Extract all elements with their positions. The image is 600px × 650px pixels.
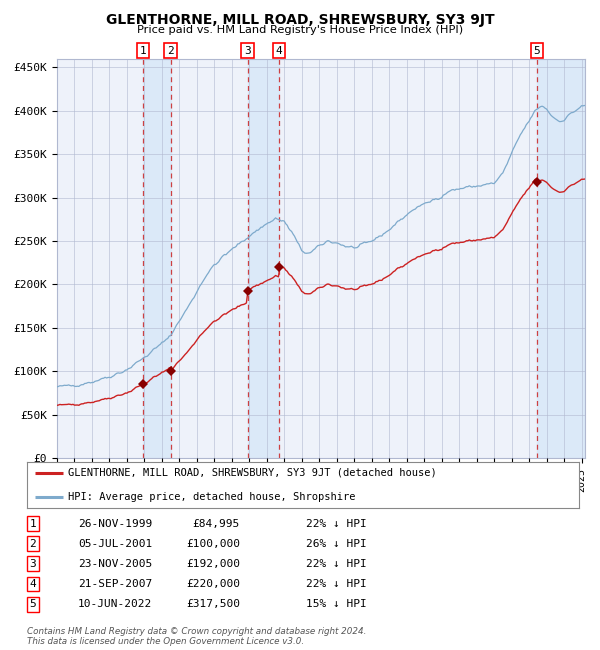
- Text: This data is licensed under the Open Government Licence v3.0.: This data is licensed under the Open Gov…: [27, 637, 304, 646]
- Text: HPI: Average price, detached house, Shropshire: HPI: Average price, detached house, Shro…: [68, 492, 356, 502]
- Text: 1: 1: [139, 46, 146, 56]
- Text: 10-JUN-2022: 10-JUN-2022: [78, 599, 152, 609]
- Bar: [248, 58, 279, 458]
- Text: Contains HM Land Registry data © Crown copyright and database right 2024.: Contains HM Land Registry data © Crown c…: [27, 627, 367, 636]
- Text: 3: 3: [29, 559, 37, 569]
- Text: 22% ↓ HPI: 22% ↓ HPI: [306, 559, 367, 569]
- Text: GLENTHORNE, MILL ROAD, SHREWSBURY, SY3 9JT: GLENTHORNE, MILL ROAD, SHREWSBURY, SY3 9…: [106, 13, 494, 27]
- Text: GLENTHORNE, MILL ROAD, SHREWSBURY, SY3 9JT (detached house): GLENTHORNE, MILL ROAD, SHREWSBURY, SY3 9…: [68, 468, 437, 478]
- Text: 2: 2: [29, 539, 37, 549]
- Text: 3: 3: [244, 46, 251, 56]
- Text: £192,000: £192,000: [186, 559, 240, 569]
- Text: 5: 5: [29, 599, 37, 609]
- Text: 22% ↓ HPI: 22% ↓ HPI: [306, 519, 367, 528]
- Text: 26-NOV-1999: 26-NOV-1999: [78, 519, 152, 528]
- Text: 26% ↓ HPI: 26% ↓ HPI: [306, 539, 367, 549]
- Text: 2: 2: [167, 46, 174, 56]
- Text: £100,000: £100,000: [186, 539, 240, 549]
- Text: 5: 5: [533, 46, 540, 56]
- Text: £220,000: £220,000: [186, 579, 240, 589]
- Text: 4: 4: [275, 46, 283, 56]
- Text: £317,500: £317,500: [186, 599, 240, 609]
- Text: Price paid vs. HM Land Registry's House Price Index (HPI): Price paid vs. HM Land Registry's House …: [137, 25, 463, 34]
- Bar: [143, 58, 170, 458]
- Text: 1: 1: [29, 519, 37, 528]
- Text: 22% ↓ HPI: 22% ↓ HPI: [306, 579, 367, 589]
- Text: 23-NOV-2005: 23-NOV-2005: [78, 559, 152, 569]
- Text: 21-SEP-2007: 21-SEP-2007: [78, 579, 152, 589]
- Text: £84,995: £84,995: [193, 519, 240, 528]
- Text: 05-JUL-2001: 05-JUL-2001: [78, 539, 152, 549]
- Text: 4: 4: [29, 579, 37, 589]
- Bar: [537, 58, 585, 458]
- Text: 15% ↓ HPI: 15% ↓ HPI: [306, 599, 367, 609]
